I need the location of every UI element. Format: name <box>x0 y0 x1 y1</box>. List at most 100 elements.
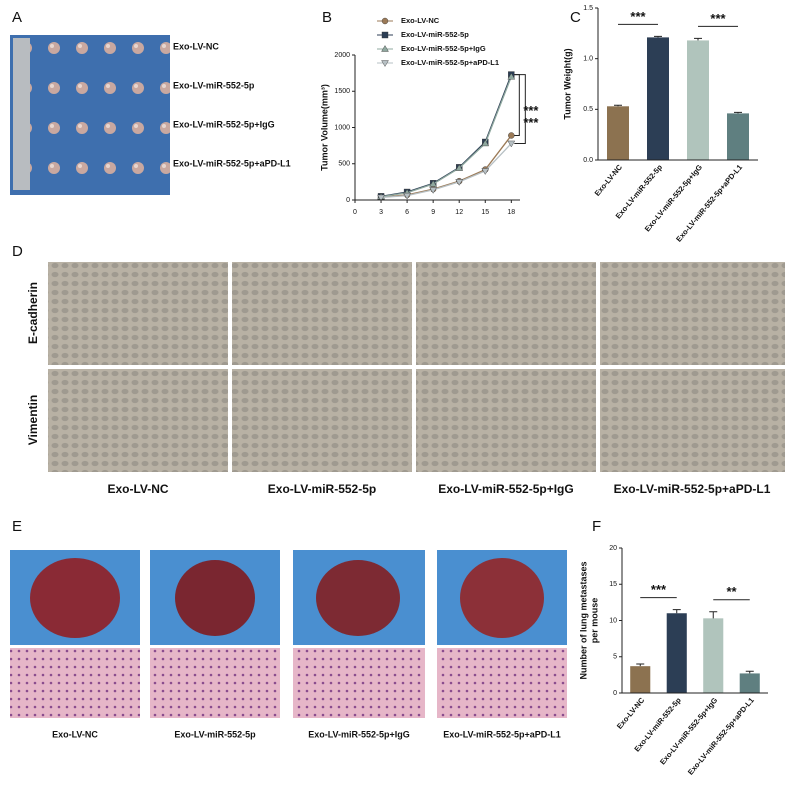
y-tick-label: 1.0 <box>583 56 593 63</box>
x-tick-label: Exo-LV-NC <box>593 162 625 197</box>
lung-photos <box>10 550 567 718</box>
legend-marker <box>381 60 389 67</box>
column-label: Exo-LV-miR-552-5p+aPD-L1 <box>614 482 771 496</box>
y-tick-label: 1.5 <box>583 5 593 12</box>
x-tick-label: 15 <box>481 209 489 216</box>
marker <box>455 179 464 186</box>
legend-label: Exo-LV-miR-552-5p <box>401 30 469 39</box>
marker <box>403 192 411 200</box>
bar <box>647 37 669 160</box>
x-tick-label: 6 <box>405 209 409 216</box>
y-tick-label: 20 <box>609 545 617 552</box>
legend-marker <box>381 31 389 39</box>
column-label: Exo-LV-NC <box>52 729 98 739</box>
y-tick-label: 10 <box>609 617 617 624</box>
bar <box>630 666 651 693</box>
marker <box>455 164 464 171</box>
legend-marker <box>381 45 389 52</box>
y-tick-label: 0 <box>346 197 350 204</box>
significance: ** <box>726 584 737 599</box>
x-tick-label: 12 <box>455 209 463 216</box>
marker <box>429 180 438 187</box>
error-bar <box>745 670 754 674</box>
column-label: Exo-LV-miR-552-5p <box>268 482 376 496</box>
y-tick-label: 500 <box>338 161 350 168</box>
panel-letter: F <box>592 518 601 535</box>
y-axis-label: Tumor Weight(g) <box>562 48 572 119</box>
panel-letter: A <box>12 9 22 26</box>
y-tick-label: 0.5 <box>583 106 593 113</box>
series-line <box>380 135 512 198</box>
bar <box>607 106 629 160</box>
column-label: Exo-LV-miR-552-5p+IgG <box>308 729 410 739</box>
column-label: Exo-LV-miR-552-5p <box>174 729 256 739</box>
marker <box>508 132 515 139</box>
error-bar <box>654 35 662 38</box>
error-bar <box>734 111 742 114</box>
bar <box>703 618 724 693</box>
error-bar <box>694 37 702 41</box>
y-tick-label: 5 <box>613 654 617 661</box>
group-label: Exo-LV-miR-552-5p+aPD-L1 <box>173 158 291 168</box>
column-label: Exo-LV-NC <box>107 482 168 496</box>
group-label: Exo-LV-NC <box>173 41 219 51</box>
y-tick-label: 1500 <box>334 88 350 95</box>
y-tick-label: 0.0 <box>583 157 593 164</box>
legend-label: Exo-LV-miR-552-5p+aPD-L1 <box>401 58 499 67</box>
significance: *** <box>523 103 539 118</box>
micrographs <box>48 262 785 472</box>
y-tick-label: 0 <box>613 690 617 697</box>
legend-marker <box>381 17 389 25</box>
column-label: Exo-LV-miR-552-5p+IgG <box>438 482 573 496</box>
marker <box>481 139 490 147</box>
marker <box>507 140 516 148</box>
y-axis-label: Tumor Volume(mm³) <box>319 84 329 171</box>
x-tick-label: Exo-LV-NC <box>615 695 647 730</box>
legend-label: Exo-LV-NC <box>401 16 440 25</box>
group-label: Exo-LV-miR-552-5p+IgG <box>173 119 275 129</box>
row-label: E-cadherin <box>26 282 40 344</box>
series-line <box>381 143 512 199</box>
x-tick-label: 0 <box>353 209 357 216</box>
bar <box>687 40 709 160</box>
y-tick-label: 2000 <box>334 52 350 59</box>
series-line <box>380 74 512 198</box>
significance: *** <box>523 115 539 130</box>
y-tick-label: 1000 <box>334 124 350 131</box>
significance: *** <box>710 11 726 26</box>
row-label: Vimentin <box>26 395 40 445</box>
sig-bracket <box>514 74 526 144</box>
group-label: Exo-LV-miR-552-5p <box>173 80 255 90</box>
error-bar <box>636 663 645 667</box>
significance: *** <box>651 582 667 597</box>
x-tick-label: Exo-LV-miR-552-5p+aPD-L1 <box>686 696 756 777</box>
marker <box>481 168 490 175</box>
y-tick-label: 15 <box>609 581 617 588</box>
error-bar <box>614 104 622 107</box>
x-tick-label: 3 <box>379 209 383 216</box>
sig-bracket <box>514 74 520 136</box>
marker <box>377 194 385 202</box>
y-axis-label: per mouse <box>589 598 599 644</box>
panel-letter: D <box>12 243 23 260</box>
x-tick-label: 9 <box>431 209 435 216</box>
legend-label: Exo-LV-miR-552-5p+IgG <box>401 44 486 53</box>
y-axis-label: Number of lung metastases <box>578 561 588 679</box>
panel-letter: C <box>570 9 581 26</box>
bar <box>739 673 760 693</box>
series-line <box>380 76 512 198</box>
x-tick-label: 18 <box>507 209 515 216</box>
bar <box>666 613 687 693</box>
bar <box>727 113 749 160</box>
significance: *** <box>630 9 646 24</box>
error-bar <box>709 611 718 619</box>
marker <box>507 72 516 80</box>
panel-letter: E <box>12 518 22 535</box>
x-tick-label: Exo-LV-miR-552-5p+aPD-L1 <box>674 163 744 244</box>
tumor-photo <box>10 35 170 195</box>
panel-letter: B <box>322 9 332 26</box>
error-bar <box>672 609 681 614</box>
marker <box>429 187 438 194</box>
column-label: Exo-LV-miR-552-5p+aPD-L1 <box>443 729 561 739</box>
